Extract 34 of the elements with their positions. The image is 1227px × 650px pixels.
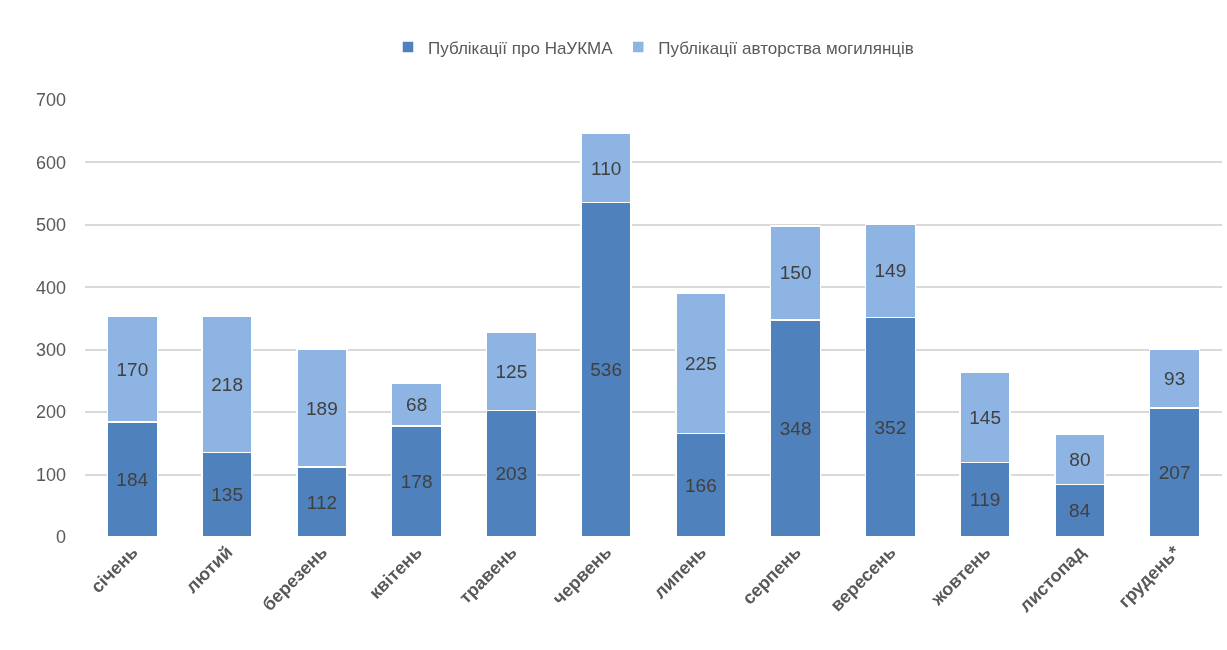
data-label: 110 bbox=[590, 157, 622, 179]
data-label: 178 bbox=[400, 470, 433, 492]
data-label: 135 bbox=[211, 484, 243, 506]
data-label: 184 bbox=[116, 469, 149, 491]
data-label: 80 bbox=[1069, 449, 1091, 471]
data-label: 170 bbox=[116, 358, 149, 380]
data-label: 93 bbox=[1164, 368, 1186, 390]
data-label: 149 bbox=[874, 260, 907, 282]
legend-label: Публікації авторства могилянців bbox=[658, 38, 914, 58]
data-label: 203 bbox=[495, 463, 528, 485]
y-tick-label: 500 bbox=[35, 215, 66, 236]
y-tick-label: 400 bbox=[35, 277, 66, 298]
data-label: 207 bbox=[1158, 461, 1191, 483]
y-tick-label: 600 bbox=[35, 152, 66, 173]
data-label: 119 bbox=[969, 489, 1001, 511]
data-label: 112 bbox=[306, 491, 338, 513]
data-label: 218 bbox=[211, 374, 243, 396]
data-label: 189 bbox=[306, 397, 338, 419]
y-tick-label: 0 bbox=[55, 527, 66, 548]
data-label: 68 bbox=[406, 394, 428, 416]
legend-label: Публікації про НаУКМА bbox=[428, 38, 614, 58]
data-label: 150 bbox=[779, 262, 812, 284]
data-label: 352 bbox=[874, 416, 907, 438]
data-label: 125 bbox=[495, 360, 528, 382]
data-label: 84 bbox=[1069, 500, 1091, 522]
y-tick-label: 300 bbox=[35, 340, 66, 361]
data-label: 536 bbox=[590, 359, 622, 381]
y-tick-label: 700 bbox=[35, 90, 66, 111]
data-label: 225 bbox=[685, 352, 717, 374]
data-label: 348 bbox=[779, 417, 812, 439]
data-label: 145 bbox=[969, 406, 1001, 428]
data-label: 166 bbox=[685, 474, 717, 496]
y-tick-label: 100 bbox=[35, 464, 66, 485]
y-tick-label: 200 bbox=[35, 402, 66, 423]
